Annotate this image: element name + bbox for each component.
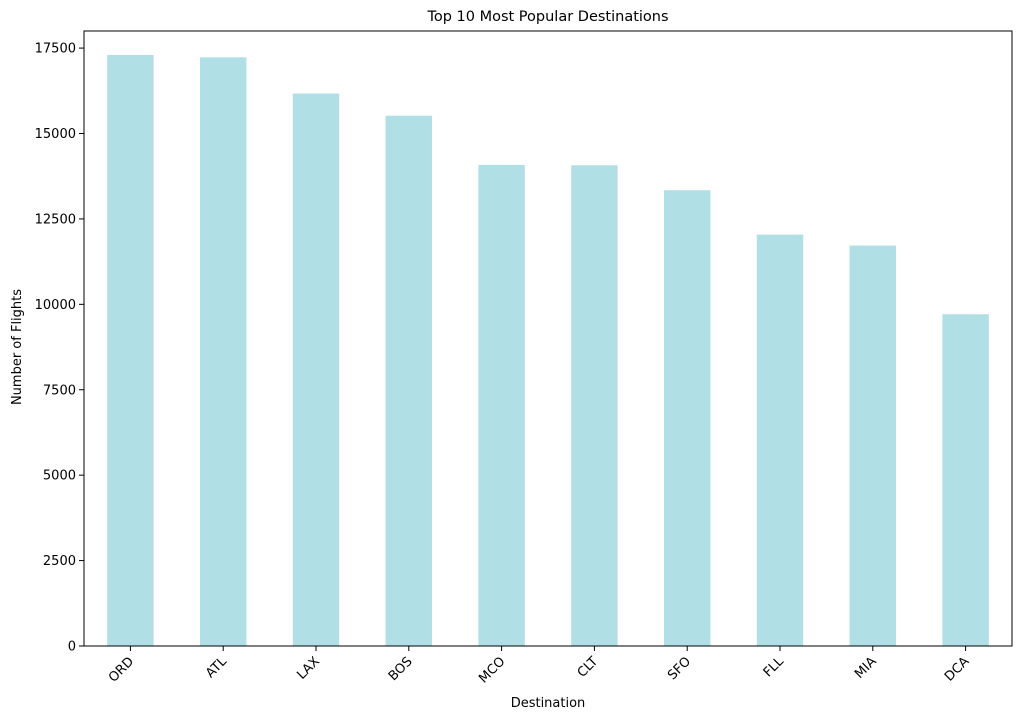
axes-frame [83, 30, 1013, 647]
chart-title: Top 10 Most Popular Destinations [426, 9, 668, 25]
bar-dca [942, 314, 989, 646]
y-tick-label: 15000 [35, 127, 76, 142]
y-tick-label: 7500 [43, 383, 76, 398]
bar-clt [571, 165, 618, 646]
y-tick-label: 0 [68, 640, 76, 655]
bar-mco [478, 164, 525, 646]
bar-lax [292, 93, 340, 646]
y-tick-label: 10000 [35, 298, 76, 313]
y-tick-label: 2500 [43, 554, 76, 569]
y-axis-label: Number of Flights [10, 289, 25, 405]
bar-atl [200, 57, 247, 646]
bar-mia [849, 245, 896, 647]
y-tick-label: 12500 [35, 212, 76, 227]
bar-bos [385, 115, 432, 646]
y-tick-label: 5000 [43, 469, 76, 484]
x-axis-label: Destination [511, 696, 586, 711]
bar-sfo [664, 190, 711, 646]
y-tick-label: 17500 [35, 42, 76, 57]
bar-fll [756, 234, 804, 646]
bar-ord [107, 54, 154, 646]
